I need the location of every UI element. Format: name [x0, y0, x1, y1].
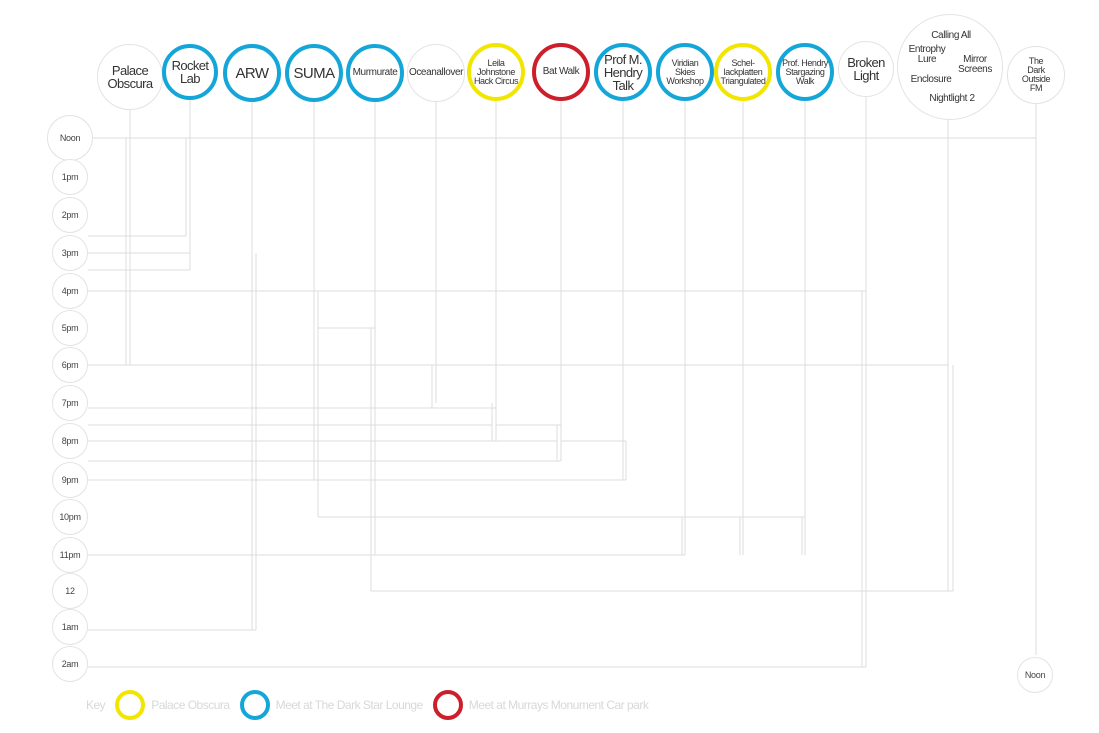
venue-label: Broken Light	[847, 55, 885, 83]
time-label: 5pm	[61, 322, 79, 333]
time-1pm: 1pm	[52, 159, 88, 195]
time-noon: Noon	[47, 115, 93, 161]
time-1am: 1am	[52, 609, 88, 645]
venue-label: Prof M. Hendry Talk	[603, 51, 643, 93]
legend-yellow-circle-icon	[115, 690, 146, 720]
venue-label: ARW	[235, 64, 270, 82]
end-time-label: Noon	[1024, 669, 1046, 680]
venue-label: Schel- lackplatten Triangulated	[720, 57, 766, 86]
time-7pm: 7pm	[52, 385, 88, 421]
venue-arw: ARW	[223, 44, 281, 102]
venue-label: The Dark Outside FM	[1021, 56, 1051, 93]
venue-label: SUMA	[293, 64, 336, 82]
venue-label: Oceanallover	[408, 67, 464, 78]
venue-prof-m-hendry-talk: Prof M. Hendry Talk	[594, 43, 652, 101]
legend-label-blue: Meet at The Dark Star Lounge	[275, 698, 424, 712]
time-3pm: 3pm	[52, 235, 88, 271]
venue-label: Prof. Hendry Stargazing Walk	[782, 57, 828, 86]
cluster-mirror-screens: Mirror Screens	[958, 54, 992, 75]
time-label: 10pm	[59, 511, 81, 522]
legend-blue-circle-icon	[239, 690, 270, 720]
end-time-noon: Noon	[1017, 657, 1053, 693]
time-label: 3pm	[61, 247, 79, 258]
time-2pm: 2pm	[52, 197, 88, 233]
time-label: 9pm	[61, 474, 79, 485]
cluster-calling-all: Calling All	[931, 30, 971, 41]
time-2am: 2am	[52, 646, 88, 682]
legend-title: Key	[86, 698, 106, 712]
time-label: 6pm	[61, 359, 79, 370]
time-11pm: 11pm	[52, 537, 88, 573]
cluster-enclosure: Enclosure	[910, 74, 952, 85]
venue-prof-hendry-stargazing: Prof. Hendry Stargazing Walk	[776, 43, 834, 101]
venue-label: Bat Walk	[542, 66, 580, 77]
cluster-entropy-lure: Entrophy Lure	[908, 44, 946, 65]
legend-red-circle-icon	[432, 690, 463, 720]
time-label: 11pm	[59, 549, 81, 560]
time-label: 2pm	[61, 209, 79, 220]
time-5pm: 5pm	[52, 310, 88, 346]
venue-schellackplatten: Schel- lackplatten Triangulated	[714, 43, 772, 101]
venue-label: Leila Johnstone Hack Circus	[473, 57, 519, 86]
venue-label: Rocket Lab	[171, 58, 209, 86]
time-12: 12	[52, 573, 88, 609]
venue-label: Murmurate	[352, 67, 398, 78]
time-9pm: 9pm	[52, 462, 88, 498]
time-label: 2am	[61, 658, 79, 669]
time-4pm: 4pm	[52, 273, 88, 309]
time-label: 7pm	[61, 397, 79, 408]
cluster-nightlight: Nightlight 2	[929, 93, 975, 104]
time-6pm: 6pm	[52, 347, 88, 383]
venue-oceanallover: Oceanallover	[407, 44, 465, 102]
venue-leila-johnstone: Leila Johnstone Hack Circus	[467, 43, 525, 101]
venue-suma: SUMA	[285, 44, 343, 102]
venue-murmurate: Murmurate	[346, 44, 404, 102]
legend-label-yellow: Palace Obscura	[151, 698, 230, 712]
time-8pm: 8pm	[52, 423, 88, 459]
legend: Key Palace Obscura Meet at The Dark Star…	[86, 688, 649, 722]
installation-cluster: Calling All Entrophy Lure Mirror Screens…	[897, 14, 1003, 120]
venue-bat-walk: Bat Walk	[532, 43, 590, 101]
time-label: Noon	[59, 132, 81, 143]
venue-the-dark-outside: The Dark Outside FM	[1007, 46, 1065, 104]
time-label: 1am	[61, 621, 79, 632]
legend-label-red: Meet at Murrays Monument Car park	[468, 698, 649, 712]
time-label: 4pm	[61, 285, 79, 296]
time-10pm: 10pm	[52, 499, 88, 535]
venue-label: Viridian Skies Workshop	[666, 57, 704, 86]
venue-rocket-lab: Rocket Lab	[162, 44, 218, 100]
venue-palace-obscura: Palace Obscura	[97, 44, 163, 110]
venue-label: Palace Obscura	[107, 63, 154, 91]
time-label: 8pm	[61, 435, 79, 446]
venue-broken-light: Broken Light	[838, 41, 894, 97]
time-label: 1pm	[61, 171, 79, 182]
venue-viridian-skies: Viridian Skies Workshop	[656, 43, 714, 101]
time-label: 12	[65, 585, 75, 596]
